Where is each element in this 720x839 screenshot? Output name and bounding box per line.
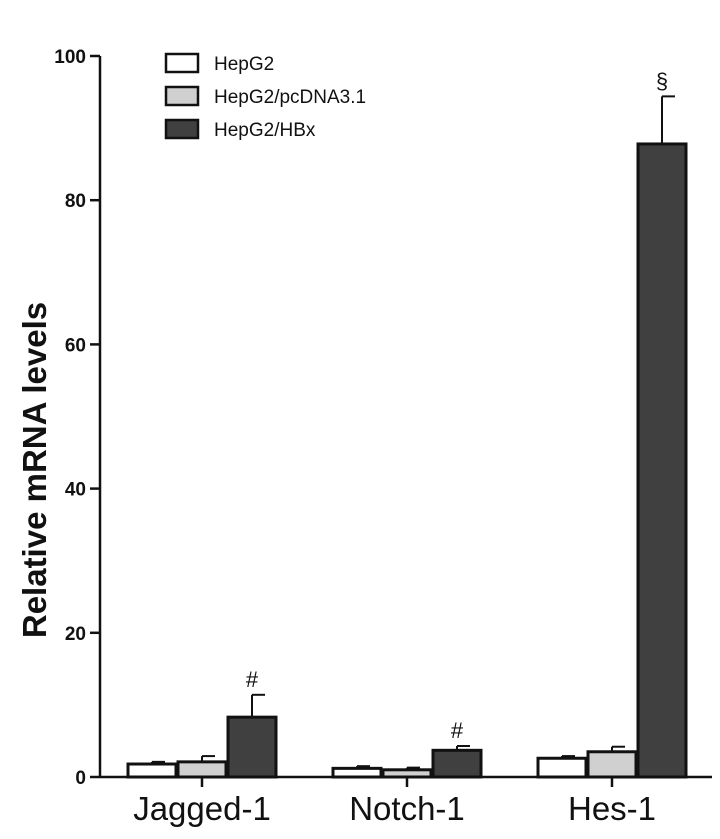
legend: HepG2 HepG2/pcDNA3.1 HepG2/HBx	[164, 52, 366, 141]
bar	[636, 142, 688, 779]
y-tick-label: 60	[65, 335, 86, 356]
bar	[226, 715, 278, 779]
bars-group: # # §	[126, 68, 688, 779]
y-tick-label: 100	[54, 47, 86, 68]
legend-label: HepG2/pcDNA3.1	[214, 87, 366, 108]
legend-swatch	[164, 52, 200, 74]
y-tick-label: 80	[65, 191, 86, 212]
y-tick-label: 20	[65, 624, 86, 645]
bar	[536, 756, 588, 779]
x-category-label: Notch-1	[349, 790, 465, 827]
bar	[331, 766, 383, 779]
bar	[126, 762, 178, 779]
legend-swatch	[164, 85, 200, 107]
y-tick-label: 40	[65, 480, 86, 501]
y-axis-label: Relative mRNA levels	[16, 302, 53, 638]
legend-label: HepG2/HBx	[214, 120, 316, 141]
x-category-label: Hes-1	[568, 790, 656, 827]
significance-marker: §	[656, 68, 668, 93]
bar	[586, 750, 638, 779]
significance-marker: #	[246, 667, 259, 692]
y-tick-label: 0	[75, 768, 86, 789]
x-category-label: Jagged-1	[133, 790, 271, 827]
legend-swatch	[164, 118, 200, 140]
significance-marker: #	[451, 718, 464, 743]
bar	[381, 768, 433, 779]
chart-axes: 0 20 40 60 80 100 Jagged-1 Notch-1 Hes-1	[54, 47, 712, 827]
legend-label: HepG2	[214, 54, 274, 75]
bar	[176, 760, 228, 779]
bar	[431, 748, 483, 779]
